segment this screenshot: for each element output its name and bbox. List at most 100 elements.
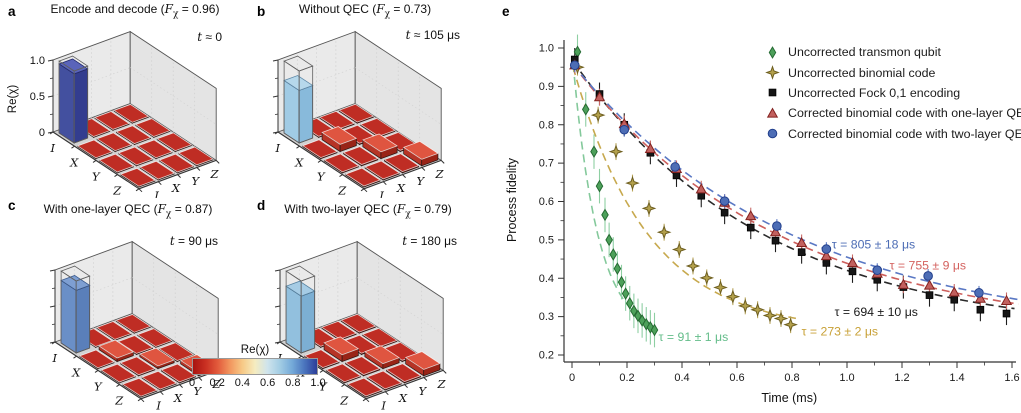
panel-d-fidelity-value: = 0.79) (410, 202, 452, 216)
y-axis-label: Process fidelity (505, 157, 519, 242)
x-tick-label: 0.2 (619, 372, 634, 384)
box-top-face (93, 111, 131, 130)
row-tick (339, 174, 343, 178)
marker-square (950, 295, 959, 304)
row-tick (276, 341, 281, 345)
col-tick (382, 181, 387, 186)
fidelity-symbol: F (164, 2, 173, 16)
z-minor-tick (51, 323, 56, 325)
marker-diamond (768, 45, 777, 59)
box-top-face (320, 320, 358, 340)
y-tick-label: 0.2 (539, 350, 554, 362)
marker-triangle (948, 286, 960, 297)
tau-annotation: τ = 694 ± 10 μs (835, 305, 918, 319)
marker-square (1002, 309, 1011, 318)
box-top-face (366, 370, 403, 390)
box-right-face (73, 68, 89, 144)
box-top-face (364, 160, 401, 180)
col-tick (159, 391, 164, 396)
panel-c-time-label: t = 90 μs (90, 234, 218, 248)
marker-star4 (641, 201, 657, 216)
z-tick (274, 269, 281, 272)
row-axis-label: X (71, 365, 81, 379)
marker-triangle (897, 278, 910, 289)
tau-annotation: τ = 91 ± 1 μs (659, 330, 729, 344)
col-axis-label: Y (416, 174, 425, 188)
box-left-face (58, 63, 75, 144)
col-axis-label: I (378, 188, 384, 198)
x-tick-label: 1.0 (839, 372, 854, 384)
col-axis-label: I (380, 398, 386, 412)
marker-diamond (617, 275, 626, 289)
legend-item-transmon: Uncorrected transmon qubit (764, 42, 1021, 62)
row-tick (360, 188, 365, 192)
wall-gridline (130, 67, 217, 125)
triangle-marker-icon (764, 106, 781, 121)
z-tick (47, 59, 54, 62)
legend-marker-svg (765, 65, 780, 80)
box-top-face (177, 146, 214, 166)
bar-wireframe (285, 265, 316, 282)
col-axis-label: Z (435, 167, 445, 181)
colorbar-title: Re(χ) (240, 344, 270, 356)
square-marker-icon (764, 85, 781, 100)
marker-triangle (923, 279, 936, 290)
wall-gridline (132, 277, 219, 335)
marker-star4 (762, 308, 778, 323)
marker-circle (821, 244, 832, 254)
time-symbol: t (169, 234, 175, 248)
circle-marker-icon (764, 126, 781, 141)
legend-item-fock: Uncorrected Fock 0,1 encoding (764, 83, 1021, 103)
marker-triangle (795, 236, 808, 248)
fit-curve (572, 64, 1021, 301)
star-marker-icon (764, 65, 781, 80)
marker-square (746, 223, 755, 232)
z-axis-label: Re(χ) (7, 85, 19, 114)
box-top-face (402, 140, 439, 160)
marker-triangle (974, 292, 987, 303)
legend-marker-svg (766, 107, 779, 118)
marker-triangle (820, 249, 833, 261)
col-axis-label: X (396, 181, 406, 195)
box-top-face (98, 153, 135, 173)
panel-a-title: Encode and decode (Fχ = 0.96) (15, 2, 255, 19)
box-left-face (283, 79, 300, 144)
marker-circle (569, 60, 580, 71)
row-tick (137, 398, 142, 402)
row-tick (341, 384, 345, 388)
col-axis-label: Y (193, 384, 202, 398)
col-tick (365, 398, 370, 403)
wall-gridline (52, 67, 131, 97)
row-axis-label: Z (112, 184, 122, 198)
legend-marker-svg (768, 45, 777, 59)
box-top-face (344, 356, 381, 375)
row-tick (317, 159, 322, 163)
col-tick (440, 160, 445, 164)
box-top-face (323, 153, 360, 173)
marker-triangle (769, 226, 782, 237)
panel-b-time-value: ≈ 105 μs (410, 28, 460, 42)
col-tick (138, 188, 143, 193)
box-top-face (119, 356, 156, 376)
box-top-face (136, 139, 174, 159)
y-tick-label: 0.5 (539, 234, 554, 246)
col-tick (384, 391, 389, 396)
marker-triangle (593, 91, 606, 102)
marker-star4 (737, 298, 753, 314)
time-symbol: t (197, 30, 203, 44)
chi-subscript: χ (384, 9, 391, 20)
col-axis-label: Y (191, 174, 200, 188)
marker-circle (619, 124, 630, 135)
box-top-face (117, 146, 154, 166)
box-top-face (158, 153, 195, 173)
row-tick (135, 188, 140, 192)
marker-star4 (713, 280, 728, 295)
panel-letter-d: d (257, 198, 266, 213)
y-tick-label: 0.9 (539, 81, 554, 93)
legend: Uncorrected transmon qubit Uncorrected b… (764, 42, 1021, 144)
panel-c-title: With one-layer QEC (Fχ = 0.87) (8, 202, 248, 219)
marker-star4 (725, 289, 741, 304)
row-tick (51, 341, 56, 345)
